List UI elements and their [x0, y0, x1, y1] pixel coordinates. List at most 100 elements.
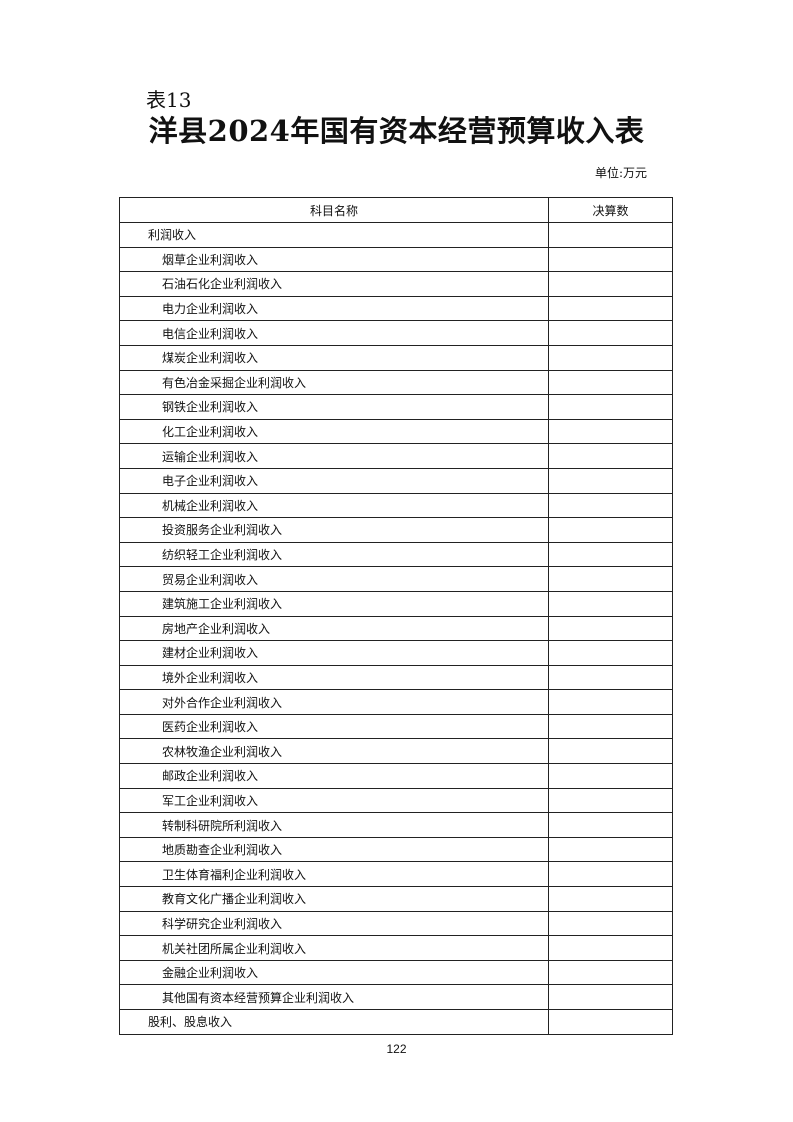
table-row: 化工企业利润收入 — [119, 418, 673, 445]
budget-table: 科目名称 决算数 利润收入 烟草企业利润收入 石油石化企业利润收入 电力企业利润收入电… — [119, 197, 673, 1035]
row-name: 建材企业利润收入 — [119, 640, 549, 666]
row-name: 投资服务企业利润收入 — [119, 517, 549, 543]
row-name: 贸易企业利润收入 — [119, 566, 549, 592]
row-name: 石油石化企业利润收入 — [119, 271, 549, 297]
table-row: 建筑施工企业利润收入 — [119, 590, 673, 617]
table-row: 建材企业利润收入 — [119, 640, 673, 666]
row-name: 地质勘查企业利润收入 — [119, 836, 549, 863]
table-row: 邮政企业利润收入 — [119, 763, 673, 789]
row-name: 转制科研院所利润收入 — [119, 812, 549, 838]
row-name: 境外企业利润收入 — [119, 664, 549, 691]
table-row: 电力企业利润收入 — [119, 295, 673, 322]
table-row: 教育文化广播企业利润收入 — [119, 886, 673, 912]
row-amount — [548, 812, 673, 838]
row-name: 钢铁企业利润收入 — [119, 394, 549, 420]
table-row: 贸易企业利润收入 — [119, 566, 673, 592]
table-row: 烟草企业利润收入 — [119, 246, 673, 273]
row-name: 煤炭企业利润收入 — [119, 344, 549, 371]
row-name: 对外合作企业利润收入 — [119, 689, 549, 715]
row-name: 电子企业利润收入 — [119, 467, 549, 494]
table-row: 有色冶金采掘企业利润收入 — [119, 369, 673, 396]
table-row: 股利、股息收入 — [119, 1009, 673, 1035]
row-name: 农林牧渔企业利润收入 — [119, 738, 549, 765]
row-amount — [548, 295, 673, 322]
row-amount — [548, 763, 673, 789]
table-row: 科学研究企业利润收入 — [119, 910, 673, 937]
column-header-name: 科目名称 — [119, 197, 549, 223]
row-name: 卫生体育福利企业利润收入 — [119, 861, 549, 888]
table-row: 境外企业利润收入 — [119, 664, 673, 691]
row-name: 科学研究企业利润收入 — [119, 910, 549, 937]
page-title: 洋县2024年国有资本经营预算收入表 — [148, 114, 645, 148]
row-amount — [548, 344, 673, 371]
row-name: 房地产企业利润收入 — [119, 615, 549, 642]
unit-label: 单位:万元 — [594, 166, 647, 180]
row-amount — [548, 394, 673, 420]
table-row: 利润收入 — [119, 222, 673, 248]
row-name: 邮政企业利润收入 — [119, 763, 549, 789]
table-row: 其他国有资本经营预算企业利润收入 — [119, 984, 673, 1010]
table-row: 煤炭企业利润收入 — [119, 344, 673, 371]
row-name: 军工企业利润收入 — [119, 787, 549, 814]
row-amount — [548, 713, 673, 740]
row-amount — [548, 566, 673, 592]
row-name: 纺织轻工企业利润收入 — [119, 541, 549, 568]
table-row: 金融企业利润收入 — [119, 959, 673, 986]
row-name: 机械企业利润收入 — [119, 492, 549, 519]
row-name: 教育文化广播企业利润收入 — [119, 886, 549, 912]
row-amount — [548, 467, 673, 494]
table-header-row: 科目名称 决算数 — [119, 197, 673, 223]
row-amount — [548, 664, 673, 691]
row-amount — [548, 738, 673, 765]
table-row: 石油石化企业利润收入 — [119, 271, 673, 297]
row-name: 电信企业利润收入 — [119, 320, 549, 346]
row-amount — [548, 640, 673, 666]
table-body: 利润收入 烟草企业利润收入 石油石化企业利润收入 电力企业利润收入 电信企业利润收入 煤炭… — [119, 222, 673, 1035]
table-row: 电信企业利润收入 — [119, 320, 673, 346]
table-row: 钢铁企业利润收入 — [119, 394, 673, 420]
row-name: 电力企业利润收入 — [119, 295, 549, 322]
row-name: 医药企业利润收入 — [119, 713, 549, 740]
row-amount — [548, 689, 673, 715]
table-row: 房地产企业利润收入 — [119, 615, 673, 642]
row-amount — [548, 222, 673, 248]
row-amount — [548, 320, 673, 346]
row-amount — [548, 836, 673, 863]
row-amount — [548, 246, 673, 273]
row-amount — [548, 369, 673, 396]
row-amount — [548, 541, 673, 568]
table-row: 机关社团所属企业利润收入 — [119, 935, 673, 961]
table-row: 军工企业利润收入 — [119, 787, 673, 814]
row-name: 机关社团所属企业利润收入 — [119, 935, 549, 961]
row-name: 金融企业利润收入 — [119, 959, 549, 986]
row-amount — [548, 984, 673, 1010]
table-row: 卫生体育福利企业利润收入 — [119, 861, 673, 888]
table-row: 纺织轻工企业利润收入 — [119, 541, 673, 568]
column-header-amount: 决算数 — [548, 197, 673, 223]
row-name: 利润收入 — [119, 222, 549, 248]
row-name: 其他国有资本经营预算企业利润收入 — [119, 984, 549, 1010]
row-amount — [548, 910, 673, 937]
table-row: 地质勘查企业利润收入 — [119, 836, 673, 863]
row-amount — [548, 615, 673, 642]
table-row: 运输企业利润收入 — [119, 443, 673, 469]
row-name: 化工企业利润收入 — [119, 418, 549, 445]
row-name: 烟草企业利润收入 — [119, 246, 549, 273]
row-name: 有色冶金采掘企业利润收入 — [119, 369, 549, 396]
table-row: 农林牧渔企业利润收入 — [119, 738, 673, 765]
table-row: 电子企业利润收入 — [119, 467, 673, 494]
table-row: 医药企业利润收入 — [119, 713, 673, 740]
row-amount — [548, 590, 673, 617]
row-amount — [548, 886, 673, 912]
row-amount — [548, 517, 673, 543]
row-amount — [548, 492, 673, 519]
table-label: 表13 — [146, 88, 192, 112]
row-name: 建筑施工企业利润收入 — [119, 590, 549, 617]
row-name: 运输企业利润收入 — [119, 443, 549, 469]
row-name: 股利、股息收入 — [119, 1009, 549, 1035]
table-row: 对外合作企业利润收入 — [119, 689, 673, 715]
table-row: 投资服务企业利润收入 — [119, 517, 673, 543]
row-amount — [548, 271, 673, 297]
row-amount — [548, 418, 673, 445]
page-number: 122 — [386, 1042, 407, 1056]
